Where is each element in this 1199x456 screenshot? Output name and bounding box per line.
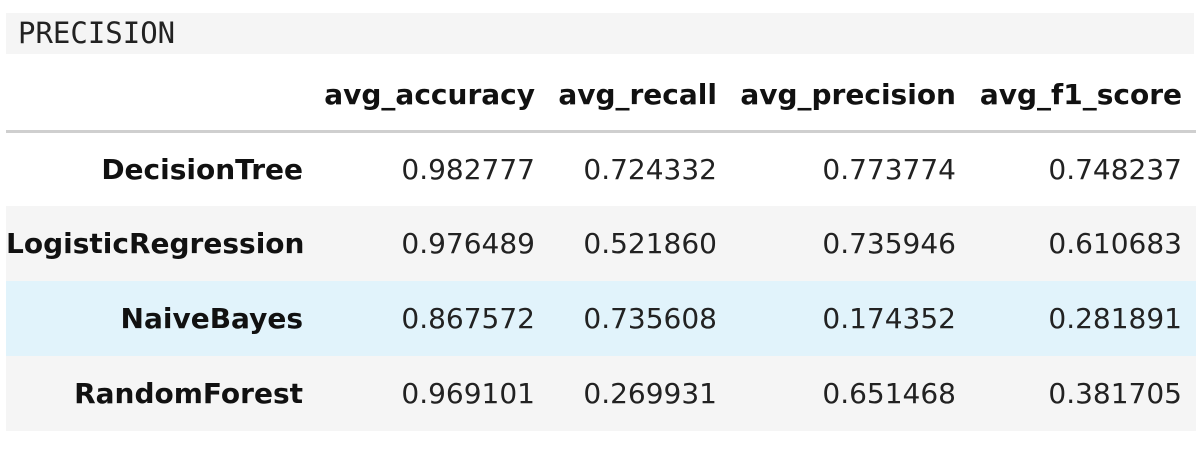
column-header: avg_recall bbox=[549, 59, 731, 133]
column-header: avg_precision bbox=[731, 59, 970, 133]
dataframe-table: avg_accuracy avg_recall avg_precision av… bbox=[6, 59, 1196, 431]
table-row-highlighted: NaiveBayes 0.867572 0.735608 0.174352 0.… bbox=[6, 281, 1196, 356]
output-header: PRECISION bbox=[6, 13, 1194, 54]
table-cell: 0.521860 bbox=[583, 227, 717, 260]
table-cell: 0.735946 bbox=[822, 227, 956, 260]
table-cell: 0.610683 bbox=[1048, 227, 1182, 260]
index-header bbox=[6, 59, 317, 133]
row-label: NaiveBayes bbox=[120, 302, 303, 335]
table-cell: 0.381705 bbox=[1048, 377, 1182, 410]
table-cell: 0.174352 bbox=[822, 302, 956, 335]
table-row: RandomForest 0.969101 0.269931 0.651468 … bbox=[6, 356, 1196, 431]
table-row: DecisionTree 0.982777 0.724332 0.773774 … bbox=[6, 131, 1196, 206]
table-header-row: avg_accuracy avg_recall avg_precision av… bbox=[6, 59, 1196, 133]
table-cell: 0.867572 bbox=[401, 302, 535, 335]
table-cell: 0.773774 bbox=[822, 152, 956, 186]
row-label: RandomForest bbox=[74, 377, 303, 410]
column-header: avg_accuracy bbox=[317, 59, 549, 133]
row-label: LogisticRegression bbox=[6, 227, 305, 260]
table-cell: 0.976489 bbox=[401, 227, 535, 260]
table-cell: 0.269931 bbox=[583, 377, 717, 410]
table-cell: 0.281891 bbox=[1048, 302, 1182, 335]
table-cell: 0.969101 bbox=[401, 377, 535, 410]
table-cell: 0.724332 bbox=[583, 152, 717, 186]
table-cell: 0.651468 bbox=[822, 377, 956, 410]
table-cell: 0.748237 bbox=[1048, 152, 1182, 186]
table-row: LogisticRegression 0.976489 0.521860 0.7… bbox=[6, 206, 1196, 281]
table-cell: 0.735608 bbox=[583, 302, 717, 335]
column-header: avg_f1_score bbox=[970, 59, 1196, 133]
row-label: DecisionTree bbox=[101, 152, 303, 186]
table-cell: 0.982777 bbox=[401, 152, 535, 186]
